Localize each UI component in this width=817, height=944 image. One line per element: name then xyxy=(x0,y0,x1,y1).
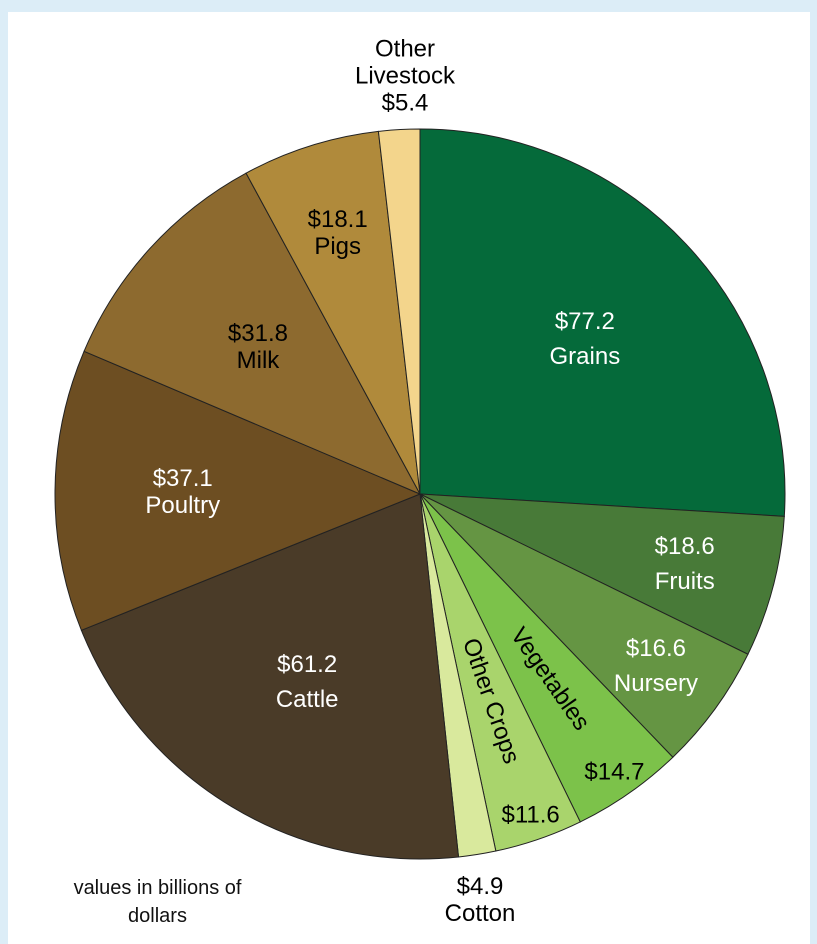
slice-label: Poultry xyxy=(145,491,221,519)
slice-label: Nursery xyxy=(613,670,698,698)
pie-slice xyxy=(419,493,749,758)
slice-label-group: $16.6 Nursery xyxy=(614,635,698,697)
note: values in billions of dollars xyxy=(73,877,242,927)
slice-label: Other Livestock xyxy=(354,35,456,90)
slice-label: Grains xyxy=(549,342,621,370)
slice-label: Cotton xyxy=(444,900,516,927)
pie-slice xyxy=(419,493,785,655)
value-label: $4.9 xyxy=(456,873,504,900)
slice-label-group: Other Livestock $5.4 xyxy=(340,36,470,117)
value-label: $18.1 xyxy=(307,205,368,233)
pie-slice xyxy=(83,172,422,496)
slice-label-group: $37.1 Poultry xyxy=(145,465,220,519)
value-label: $77.2 xyxy=(554,307,615,335)
pie-slice xyxy=(80,493,460,860)
value-label: $31.8 xyxy=(227,319,288,347)
slice-label: Fruits xyxy=(654,567,715,595)
slice-label-group: $18.6 Fruits xyxy=(655,533,715,595)
slice-label: Cattle xyxy=(275,685,339,713)
slice-label-group: $77.2 Grains xyxy=(550,308,621,370)
value-label: $37.1 xyxy=(152,464,213,492)
slice-label: Milk xyxy=(236,346,280,374)
slice-label-group: $61.2 Cattle xyxy=(276,651,339,713)
pie-slice xyxy=(377,128,421,495)
value-label: $11.6 xyxy=(501,801,560,829)
pie-slice xyxy=(54,350,422,631)
value-label: $14.7 xyxy=(584,758,645,786)
slice-label: Pigs xyxy=(314,232,361,260)
pie-slice xyxy=(419,128,786,517)
pie-slice xyxy=(245,130,421,495)
value-label: $16.6 xyxy=(625,635,686,663)
value-label: $61.2 xyxy=(277,650,338,678)
slice-label-group: $31.8 Milk xyxy=(228,320,288,374)
slice-label-group: $4.9 Cotton xyxy=(445,873,516,927)
value-label: $5.4 xyxy=(381,89,429,117)
slice-label-group: $18.1 Pigs xyxy=(308,206,368,260)
value-label: $18.6 xyxy=(654,532,715,560)
